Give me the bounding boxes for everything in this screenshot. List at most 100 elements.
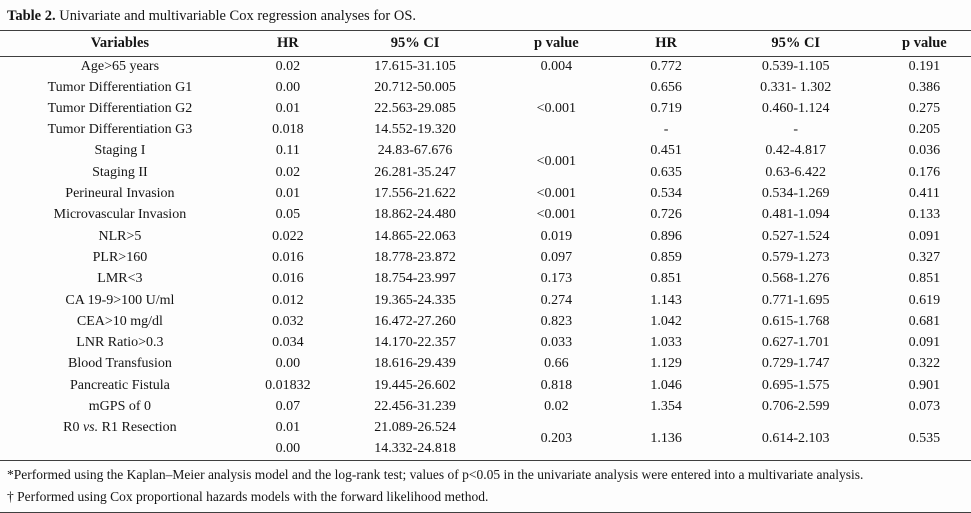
table-row: R0 vs. R1 Resection 0.01 21.089-26.524 0… [0, 418, 971, 445]
cell-multi-p: 0.091 [908, 228, 941, 244]
cell-uni-ci: 17.615-31.105 [374, 58, 456, 74]
cell-variable: CA 19-9>100 U/ml [65, 292, 175, 308]
cell-multi-ci: 0.579-1.273 [761, 249, 830, 265]
cell-multi-ci: 0.706-2.599 [761, 399, 830, 415]
table-row: LMR<3 0.016 18.754-23.997 0.173 0.851 0.… [0, 269, 971, 290]
cell-multi-p: 0.411 [908, 186, 940, 202]
cell-uni-ci: 19.365-24.335 [374, 292, 456, 308]
header-multi-hr: HR [655, 34, 677, 51]
cell-uni-ci: 14.552-19.320 [374, 122, 456, 138]
cell-multi-hr: 1.042 [650, 313, 682, 329]
cell-variable: Tumor Differentiation G2 [47, 100, 193, 116]
cell-multi-ci: 0.539-1.105 [761, 58, 830, 74]
table-row: NLR>5 0.022 14.865-22.063 0.019 0.896 0.… [0, 226, 971, 247]
table-row: Perineural Invasion 0.01 17.556-21.622 <… [0, 184, 971, 205]
table-row: Pancreatic Fistula 0.01832 19.445-26.602… [0, 375, 971, 396]
cell-uni-ci: 14.170-22.357 [374, 335, 456, 351]
cell-uni-p: 0.274 [540, 292, 573, 308]
cell-uni-ci: 22.456-31.239 [374, 399, 456, 415]
cell-uni-p [494, 77, 618, 98]
cell-multi-ci: 0.568-1.276 [761, 271, 830, 287]
cell-multi-ci: 0.63-6.422 [765, 164, 827, 180]
header-variables: Variables [90, 34, 150, 51]
cell-multi-ci: 0.527-1.524 [761, 228, 830, 244]
cell-multi-hr: 0.635 [650, 164, 682, 180]
cell-multi-hr: 0.656 [650, 79, 682, 95]
cell-multi-hr: 1.129 [650, 356, 682, 372]
table-row: Age>65 years 0.02 17.615-31.105 0.004 0.… [0, 56, 971, 77]
cell-multi-hr: 1.033 [650, 335, 682, 351]
cell-multi-hr: 1.143 [650, 292, 682, 308]
cell-uni-ci: 18.778-23.872 [374, 249, 456, 265]
cell-uni-ci: 17.556-21.622 [374, 186, 456, 202]
cell-variable: CEA>10 mg/dl [76, 313, 163, 329]
cell-multi-p: 0.327 [908, 249, 941, 265]
cell-variable-r0-r1: R0 vs. R1 Resection [0, 418, 240, 439]
cell-multi-p: 0.073 [908, 399, 941, 415]
header-uni-hr: HR [277, 34, 299, 51]
cell-variable: Tumor Differentiation G3 [47, 122, 193, 138]
cell-variable: Microvascular Invasion [53, 207, 187, 223]
table-row: Microvascular Invasion 0.05 18.862-24.48… [0, 205, 971, 226]
cell-multi-p: 0.901 [908, 377, 941, 393]
cell-uni-p: 0.02 [544, 399, 569, 415]
table-row: Tumor Differentiation G3 0.018 14.552-19… [0, 120, 971, 141]
cell-multi-p: 0.133 [908, 207, 941, 223]
cell-variable: LMR<3 [97, 271, 143, 287]
cell-multi-hr: 0.859 [650, 249, 682, 265]
cell-variable: Blood Transfusion [67, 356, 172, 372]
table-row: Tumor Differentiation G1 0.00 20.712-50.… [0, 77, 971, 98]
cell-uni-hr: 0.01832 [265, 377, 311, 393]
cell-uni-hr: 0.00 [275, 441, 301, 457]
cell-variable: LNR Ratio>0.3 [76, 335, 164, 351]
cell-multi-p: 0.205 [908, 122, 941, 138]
cell-uni-hr: 0.034 [272, 335, 304, 351]
cell-uni-ci: 19.445-26.602 [374, 377, 456, 393]
cell-uni-ci: 24.83-67.676 [377, 143, 453, 159]
cell-uni-p: <0.001 [536, 186, 577, 202]
cell-uni-ci: 21.089-26.524 [374, 420, 456, 436]
cell-multi-ci: 0.331- 1.302 [760, 79, 832, 95]
cell-uni-ci: 18.754-23.997 [374, 271, 456, 287]
cell-multi-ci-resection: 0.614-2.103 [761, 430, 830, 446]
cell-uni-hr: 0.016 [272, 249, 304, 265]
cell-multi-ci: - [793, 122, 799, 138]
cell-uni-p: 0.033 [540, 335, 573, 351]
table-row: LNR Ratio>0.3 0.034 14.170-22.357 0.033 … [0, 333, 971, 354]
cell-uni-hr: 0.05 [275, 207, 301, 223]
cell-multi-p-resection: 0.535 [908, 430, 941, 446]
cell-variable: Staging II [92, 164, 148, 180]
table-title-text: Univariate and multivariable Cox regress… [55, 8, 417, 24]
cell-uni-hr: 0.02 [275, 164, 301, 180]
variable-text-fragment: R1 Resection [98, 420, 177, 436]
cell-uni-ci: 14.865-22.063 [374, 228, 456, 244]
cell-variable: Perineural Invasion [65, 186, 175, 202]
table-footnotes: *Performed using the Kaplan–Meier analys… [0, 461, 971, 513]
table-row: Tumor Differentiation G2 0.01 22.563-29.… [0, 99, 971, 120]
cell-multi-p: 0.275 [908, 100, 941, 116]
cell-multi-hr: 0.851 [650, 271, 682, 287]
table-row: CA 19-9>100 U/ml 0.012 19.365-24.335 0.2… [0, 290, 971, 311]
cell-multi-hr: 1.354 [650, 399, 682, 415]
header-multi-ci: 95% CI [771, 34, 821, 51]
cell-uni-ci: 16.472-27.260 [374, 313, 456, 329]
cell-uni-p: 0.097 [540, 249, 573, 265]
cell-multi-p: 0.386 [908, 79, 941, 95]
cell-variable: mGPS of 0 [88, 399, 152, 415]
cell-uni-hr: 0.018 [272, 122, 304, 138]
cell-uni-ci: 18.616-29.439 [374, 356, 456, 372]
header-uni-pvalue: p value [534, 34, 579, 51]
cell-uni-hr: 0.07 [275, 399, 301, 415]
cell-uni-p: 0.173 [540, 271, 573, 287]
cell-multi-hr: 0.772 [650, 58, 682, 74]
table-row: Staging I 0.11 24.83-67.676 <0.001 0.451… [0, 141, 971, 169]
cell-multi-hr: 0.719 [650, 100, 682, 116]
cell-uni-hr: 0.032 [272, 313, 304, 329]
cell-uni-hr: 0.012 [272, 292, 304, 308]
cell-multi-hr: 0.726 [650, 207, 682, 223]
cell-uni-hr: 0.016 [272, 271, 304, 287]
cell-multi-ci: 0.615-1.768 [761, 313, 830, 329]
cell-uni-ci: 20.712-50.005 [374, 79, 456, 95]
cell-variable: PLR>160 [92, 249, 148, 265]
cell-uni-p: <0.001 [536, 100, 577, 116]
